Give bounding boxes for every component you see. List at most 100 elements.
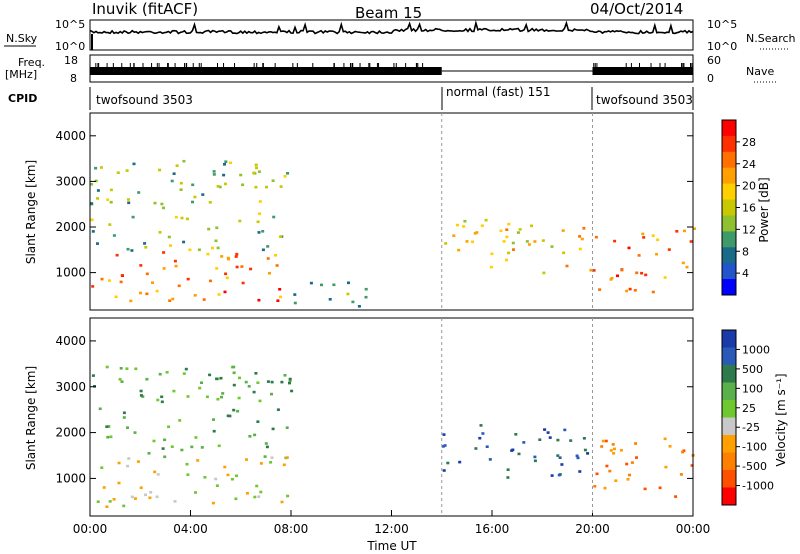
heatmap-cell bbox=[216, 397, 220, 401]
colorbar-tick-label: 24 bbox=[742, 158, 756, 171]
heatmap-cell bbox=[258, 200, 262, 203]
heatmap-cell bbox=[235, 265, 239, 269]
heatmap-cell bbox=[484, 218, 488, 222]
heatmap-cell bbox=[130, 249, 134, 252]
y-tick-label: 3000 bbox=[55, 174, 86, 188]
heatmap-cell bbox=[288, 379, 292, 383]
heatmap-cell bbox=[237, 396, 241, 400]
heatmap-cell bbox=[222, 173, 226, 177]
heatmap-cell bbox=[198, 386, 202, 390]
heatmap-cell bbox=[457, 248, 461, 252]
x-tick-label: 00:00 bbox=[73, 522, 108, 536]
heatmap-cell bbox=[215, 377, 219, 381]
heatmap-cell bbox=[685, 265, 689, 269]
heatmap-cell bbox=[219, 376, 223, 380]
heatmap-cell bbox=[212, 173, 216, 176]
heatmap-cell bbox=[683, 229, 686, 233]
colorbar-swatch bbox=[722, 135, 736, 153]
heatmap-cell bbox=[235, 252, 239, 256]
heatmap-cell bbox=[266, 257, 270, 260]
heatmap-cell bbox=[226, 256, 230, 260]
heatmap-cell bbox=[172, 172, 176, 175]
heatmap-cell bbox=[220, 395, 223, 399]
heatmap-cell bbox=[258, 399, 262, 403]
heatmap-cell bbox=[556, 454, 560, 457]
nave-label: Nave bbox=[746, 65, 774, 78]
heatmap-cell bbox=[642, 236, 646, 239]
x-tick-label: 00:00 bbox=[676, 522, 711, 536]
heatmap-cell bbox=[212, 418, 215, 421]
heatmap-cell bbox=[186, 395, 190, 398]
heatmap-cell bbox=[90, 183, 94, 186]
heatmap-cell bbox=[548, 436, 552, 439]
heatmap-cell bbox=[613, 447, 616, 451]
heatmap-cell bbox=[239, 173, 243, 177]
heatmap-cell bbox=[217, 444, 221, 448]
heatmap-cell bbox=[245, 492, 249, 495]
heatmap-cell bbox=[595, 472, 599, 476]
heatmap-cell bbox=[109, 188, 113, 192]
heatmap-cell bbox=[200, 381, 203, 384]
colorbar-swatch bbox=[722, 435, 736, 453]
heatmap-cell bbox=[234, 255, 238, 258]
colorbar-tick-label: 8 bbox=[742, 245, 749, 258]
heatmap-cell bbox=[550, 245, 554, 248]
heatmap-cell bbox=[182, 372, 186, 375]
colorbar-tick-label: 25 bbox=[742, 402, 756, 415]
heatmap-cell bbox=[162, 251, 166, 254]
heatmap-cell bbox=[674, 495, 678, 498]
heatmap-cell bbox=[148, 496, 152, 500]
heatmap-cell bbox=[107, 425, 111, 428]
heatmap-cell bbox=[165, 371, 169, 374]
y-tick-label: 1000 bbox=[55, 471, 86, 485]
heatmap-cell bbox=[282, 463, 286, 467]
heatmap-cell bbox=[145, 272, 149, 276]
heatmap-cell bbox=[693, 227, 696, 230]
heatmap-cell bbox=[190, 445, 194, 449]
heatmap-cell bbox=[216, 246, 220, 250]
heatmap-cell bbox=[462, 225, 466, 228]
velocity-cbar-label: Velocity [m s⁻¹] bbox=[774, 373, 788, 466]
heatmap-cell bbox=[208, 201, 212, 204]
heatmap-cell bbox=[197, 248, 201, 252]
heatmap-cell bbox=[232, 383, 236, 387]
heatmap-cell bbox=[145, 292, 149, 296]
heatmap-cell bbox=[594, 235, 598, 239]
heatmap-cell bbox=[604, 439, 608, 443]
heatmap-cell bbox=[283, 374, 287, 377]
heatmap-cell bbox=[122, 504, 126, 508]
heatmap-cell bbox=[137, 191, 141, 194]
heatmap-cell bbox=[179, 181, 183, 185]
heatmap-cell bbox=[252, 390, 256, 394]
heatmap-cell bbox=[180, 448, 184, 452]
heatmap-cell bbox=[122, 416, 126, 419]
heatmap-cell bbox=[127, 201, 131, 205]
heatmap-cell bbox=[478, 436, 482, 440]
colorbar-tick-label: 28 bbox=[742, 136, 756, 149]
heatmap-cell bbox=[541, 239, 545, 242]
heatmap-cell bbox=[268, 271, 271, 275]
power-cbar-label: Power [dB] bbox=[757, 177, 771, 242]
heatmap-cell bbox=[527, 243, 531, 246]
heatmap-cell bbox=[186, 473, 190, 476]
heatmap-cell bbox=[208, 373, 212, 377]
freq-tick-top: 18 bbox=[64, 54, 78, 67]
heatmap-cell bbox=[364, 287, 368, 291]
beam-title: Beam 15 bbox=[355, 4, 422, 22]
heatmap-cell bbox=[644, 273, 648, 277]
heatmap-cell bbox=[196, 459, 200, 462]
colorbar-swatch bbox=[722, 417, 736, 436]
heatmap-cell bbox=[160, 395, 164, 399]
heatmap-cell bbox=[253, 433, 257, 437]
heatmap-cell bbox=[117, 481, 121, 485]
heatmap-cell bbox=[114, 295, 118, 299]
heatmap-cell bbox=[628, 473, 631, 477]
heatmap-cell bbox=[507, 222, 511, 226]
heatmap-cell bbox=[612, 452, 616, 455]
heatmap-cell bbox=[565, 264, 569, 268]
heatmap-cell bbox=[215, 267, 219, 270]
colorbar-swatch bbox=[722, 365, 736, 383]
heatmap-cell bbox=[357, 305, 361, 308]
heatmap-cell bbox=[458, 460, 462, 464]
heatmap-cell bbox=[96, 197, 100, 200]
